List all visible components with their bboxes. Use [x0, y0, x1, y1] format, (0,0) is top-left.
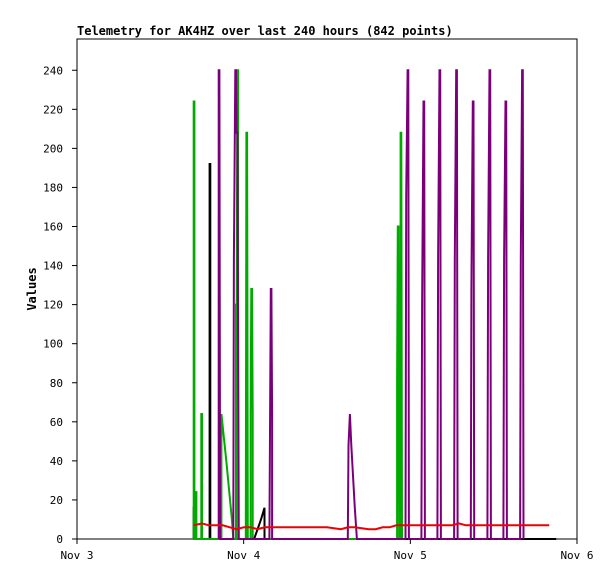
y-tick-label: 140 — [43, 260, 63, 273]
x-tick-label: Nov 4 — [227, 549, 260, 562]
plot-frame — [76, 38, 578, 540]
x-tick-label: Nov 5 — [394, 549, 427, 562]
y-tick-label: 220 — [43, 103, 63, 116]
y-tick-label: 200 — [43, 142, 63, 155]
y-tick-label: 160 — [43, 221, 63, 234]
y-tick-label: 240 — [43, 64, 63, 77]
y-tick-label: 120 — [43, 299, 63, 312]
y-tick-label: 40 — [50, 455, 63, 468]
series-line-3 — [217, 69, 525, 540]
x-tick-label: Nov 3 — [60, 549, 93, 562]
y-tick-label: 0 — [56, 533, 63, 546]
series-line-2 — [192, 69, 403, 540]
y-tick-label: 100 — [43, 338, 63, 351]
x-tick-label: Nov 6 — [560, 549, 593, 562]
series-layer — [192, 69, 557, 540]
y-axis-label: Values — [25, 267, 39, 310]
series-line-4 — [193, 522, 550, 531]
axis-layer: 0 20 40 60 80 100 120 140 160 180 200 220 240 Nov 3 No… — [43, 64, 593, 562]
y-tick-label: 180 — [43, 181, 63, 194]
chart-title: Telemetry for AK4HZ over last 240 hours … — [77, 24, 453, 38]
y-tick-label: 60 — [50, 416, 63, 429]
y-tick-label: 80 — [50, 377, 63, 390]
y-tick-label: 20 — [50, 494, 63, 507]
